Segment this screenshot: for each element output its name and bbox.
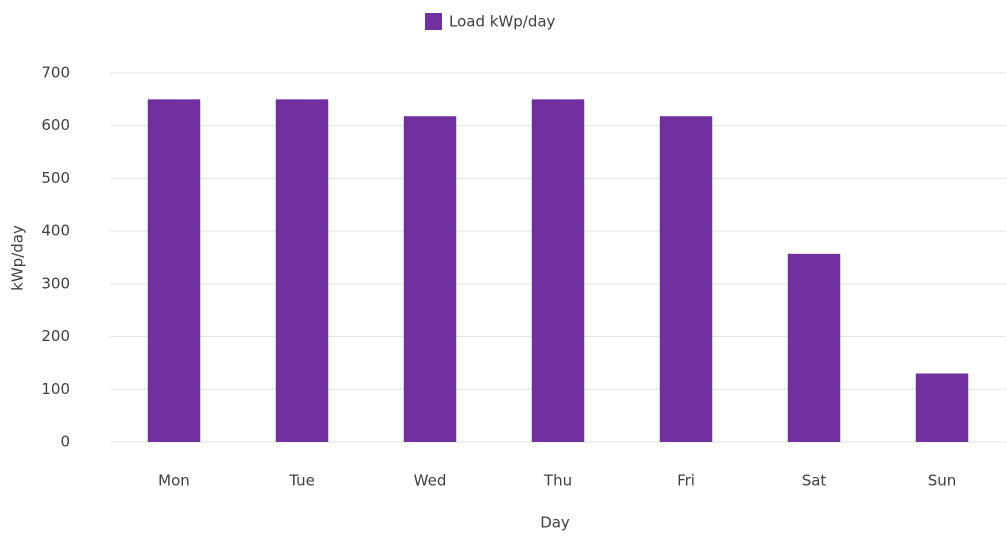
bar [147,99,201,442]
x-tick-label: Sat [802,472,827,490]
x-axis-label: Day [540,514,570,532]
bar [659,116,713,443]
x-tick-label: Sun [928,472,957,490]
y-tick-label: 400 [41,222,70,240]
y-tick-label: 700 [41,64,70,82]
y-tick-label: 100 [41,380,70,398]
x-tick-label: Mon [158,472,190,490]
y-axis-label: kWp/day [9,225,27,291]
y-tick-label: 200 [41,327,70,345]
y-tick-label: 0 [60,433,70,451]
bar [915,373,969,442]
bar [403,116,457,443]
x-tick-label: Fri [677,472,695,490]
y-tick-label: 500 [41,169,70,187]
x-tick-label: Wed [414,472,447,490]
legend-label: Load kWp/day [449,13,556,31]
y-tick-label: 600 [41,116,70,134]
x-tick-label: Tue [288,472,315,490]
legend-swatch [425,13,442,30]
bar [275,99,329,442]
bar [787,253,841,442]
x-tick-label: Thu [543,472,572,490]
y-tick-label: 300 [41,274,70,292]
bar [531,99,585,442]
